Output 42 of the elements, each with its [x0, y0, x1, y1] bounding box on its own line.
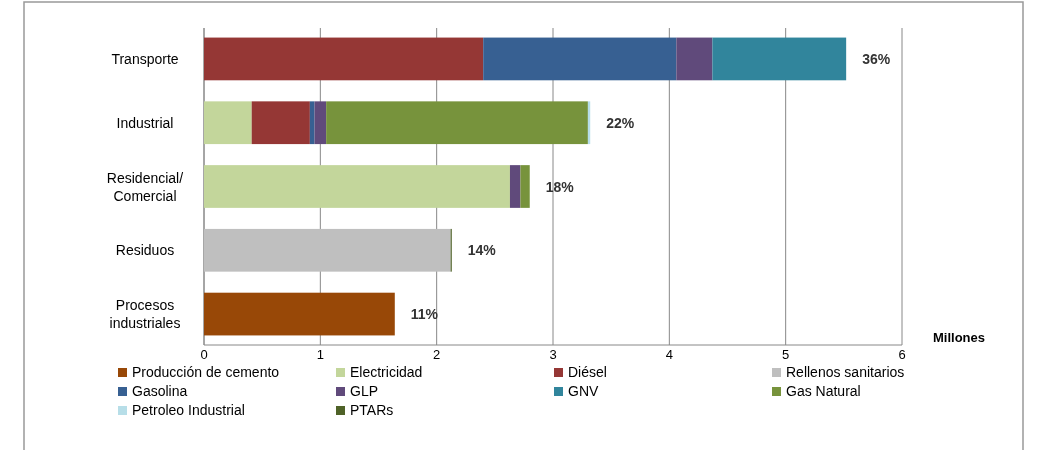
legend-label: Diésel [568, 364, 607, 380]
annotation: 14% [467, 242, 497, 259]
bar [204, 37, 484, 81]
legend-label: PTARs [350, 402, 394, 418]
bar [509, 165, 521, 208]
bar [483, 37, 677, 81]
legend-label: GLP [350, 383, 379, 399]
annotation: 11% [410, 306, 439, 323]
legend-label: Electricidad [350, 364, 423, 380]
x-tick-label: 0 [200, 347, 208, 362]
bar [204, 292, 395, 336]
x-tick-label: 4 [665, 347, 673, 362]
y-tick-label: Residencial/ Comercial [106, 169, 184, 204]
bar [204, 228, 451, 272]
bar [314, 101, 327, 145]
x-tick-label: 5 [782, 347, 790, 362]
y-tick-label: Residuos [115, 242, 175, 259]
bar [326, 101, 588, 145]
y-tick-label: Procesos industriales [109, 297, 181, 332]
bar [204, 165, 510, 208]
legend-label: Petroleo Industrial [132, 402, 245, 418]
annotation: 18% [545, 178, 575, 195]
bar [204, 101, 252, 145]
y-tick-label: Industrial [116, 114, 174, 131]
bar [251, 101, 310, 145]
legend-label: Gasolina [132, 383, 188, 399]
annotation: 36% [862, 50, 891, 67]
x-axis-title: Millones [932, 330, 985, 345]
legend-label: Producción de cemento [132, 364, 280, 380]
bar [520, 165, 530, 208]
x-tick-label: 2 [433, 347, 441, 362]
annotation: 22% [606, 114, 635, 131]
x-tick-label: 1 [316, 347, 324, 362]
x-tick-label: 6 [898, 347, 906, 362]
legend-label: GNV [568, 383, 599, 399]
bar [309, 101, 315, 145]
bar [676, 37, 713, 81]
legend-label: Gas Natural [786, 383, 861, 399]
legend-label: Rellenos sanitarios [786, 364, 905, 380]
bar [712, 37, 847, 81]
x-tick-label: 3 [549, 347, 557, 362]
y-tick-label: Transporte [111, 50, 179, 67]
